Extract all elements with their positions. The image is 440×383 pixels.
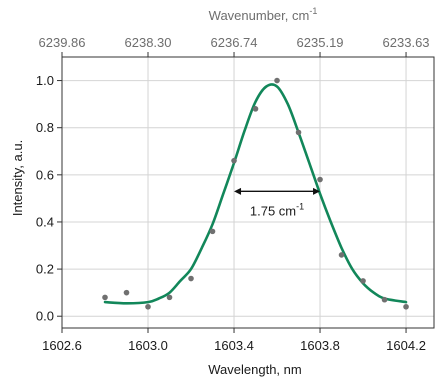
x-axis-label: Wavelength, nm	[208, 362, 301, 377]
data-point	[209, 228, 216, 235]
data-point	[381, 296, 388, 303]
plot-frame	[61, 56, 435, 329]
top-tick-label: 6239.86	[39, 35, 86, 50]
data-point	[360, 278, 366, 284]
y-tick-label: 0.8	[36, 120, 54, 135]
fwhm-arrowhead-right	[313, 187, 321, 195]
top-tick-label: 6233.63	[383, 35, 430, 50]
top-axis-label: Wavenumber, cm-1	[209, 6, 318, 23]
data-point	[338, 252, 345, 258]
fwhm-annotation: 1.75 cm-1	[234, 187, 321, 218]
data-point	[317, 176, 323, 183]
fit-curve	[103, 83, 408, 305]
top-tick-label: 6235.19	[297, 35, 344, 50]
y-tick-label: 1.0	[36, 73, 54, 88]
data-point	[166, 294, 173, 301]
x-tick-label: 1603.0	[128, 338, 168, 353]
x-tick-label: 1603.8	[300, 338, 340, 353]
top-tick-label: 6238.30	[125, 35, 172, 50]
x-tick-label: 1604.2	[386, 338, 426, 353]
x-tick-label: 1602.6	[42, 338, 82, 353]
x-axis: 1602.6 1603.0 1603.4 1603.8 1604.2	[42, 328, 426, 353]
y-axis-label: Intensity, a.u.	[10, 140, 25, 216]
x-tick-label: 1603.4	[214, 338, 254, 353]
fwhm-label: 1.75 cm-1	[250, 201, 304, 218]
data-point	[295, 129, 302, 136]
data-point	[123, 289, 130, 296]
fwhm-arrowhead-left	[234, 187, 242, 195]
data-point	[403, 303, 409, 310]
y-axis: 0.0 0.2 0.4 0.6 0.8 1.0	[36, 73, 62, 324]
y-tick-label: 0.6	[36, 167, 54, 182]
data-point	[145, 303, 151, 310]
y-tick-label: 0.4	[36, 214, 54, 229]
y-tick-label: 0.2	[36, 262, 54, 277]
data-point	[102, 294, 108, 301]
series-layer	[102, 77, 409, 310]
y-tick-label: 0.0	[36, 309, 54, 324]
top-axis: 6239.86 6238.30 6236.74 6235.19 6233.63	[39, 35, 430, 57]
data-point	[188, 275, 194, 282]
grid	[61, 57, 434, 328]
data-point	[231, 157, 237, 164]
top-tick-label: 6236.74	[211, 35, 258, 50]
data-point	[274, 77, 280, 84]
data-point	[252, 106, 259, 112]
